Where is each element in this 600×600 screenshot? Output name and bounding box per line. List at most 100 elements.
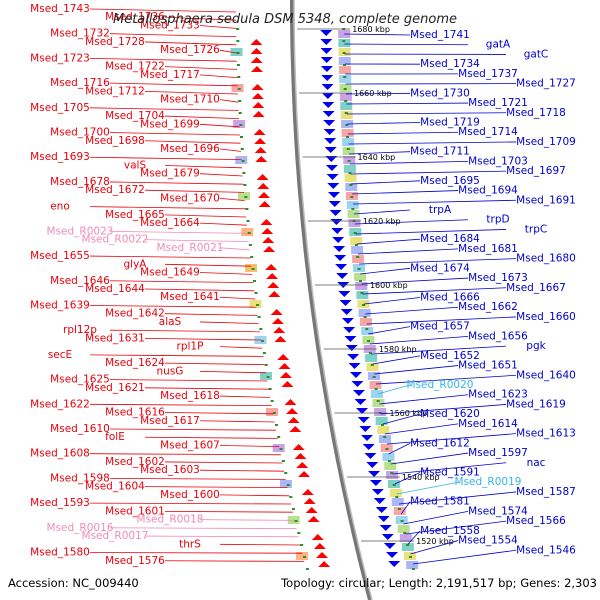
left-gene-label[interactable]: Msed_1580 bbox=[30, 547, 90, 559]
left-gene-label[interactable]: nusG bbox=[157, 365, 184, 377]
left-gene-label[interactable]: Msed_1624 bbox=[105, 357, 165, 369]
left-gene-label[interactable]: Msed_1607 bbox=[160, 439, 220, 451]
right-gene-label[interactable]: Msed_1718 bbox=[506, 107, 566, 119]
left-gene-label[interactable]: Msed_1717 bbox=[140, 69, 200, 81]
left-gene-label[interactable]: secE bbox=[48, 349, 72, 361]
right-gene-label[interactable]: Msed_1623 bbox=[468, 389, 528, 401]
left-gene-label[interactable]: Msed_1576 bbox=[105, 555, 165, 567]
left-gene-label[interactable]: Msed_1693 bbox=[30, 151, 90, 163]
left-gene-label[interactable]: Msed_1698 bbox=[85, 135, 145, 147]
right-gene-label[interactable]: pgk bbox=[526, 340, 546, 352]
right-gene-label[interactable]: Msed_1673 bbox=[468, 272, 528, 284]
left-gene-label[interactable]: Msed_1716 bbox=[50, 77, 110, 89]
left-gene-label[interactable]: Msed_R0021 bbox=[157, 242, 224, 254]
right-gene-label[interactable]: Msed_1697 bbox=[506, 165, 566, 177]
right-gene-label[interactable]: Msed_1619 bbox=[506, 398, 566, 410]
left-gene-label[interactable]: Msed_1723 bbox=[30, 52, 90, 64]
left-gene-label[interactable]: Msed_1655 bbox=[30, 250, 90, 262]
right-gene-label[interactable]: Msed_1651 bbox=[458, 360, 518, 372]
right-gene-label[interactable]: Msed_1691 bbox=[516, 194, 576, 206]
left-gene-label[interactable]: Msed_1610 bbox=[50, 423, 110, 435]
right-gene-label[interactable]: Msed_1574 bbox=[468, 505, 528, 517]
left-gene-label[interactable]: Msed_1622 bbox=[30, 398, 90, 410]
left-gene-label[interactable]: Msed_1678 bbox=[50, 176, 110, 188]
left-gene-label[interactable]: Msed_R0017 bbox=[82, 530, 149, 542]
left-gene-label[interactable]: Msed_1604 bbox=[85, 481, 145, 493]
left-gene-label[interactable]: Msed_1616 bbox=[105, 407, 165, 419]
left-gene-label[interactable]: valS bbox=[124, 159, 147, 171]
left-gene-label[interactable]: Msed_1733 bbox=[140, 19, 200, 31]
right-gene-label[interactable]: Msed_1581 bbox=[410, 496, 470, 508]
right-gene-label[interactable]: Msed_1730 bbox=[410, 87, 470, 99]
left-gene-label[interactable]: rpl12p bbox=[63, 324, 97, 336]
right-gene-label[interactable]: Msed_1680 bbox=[516, 253, 576, 265]
left-gene-label[interactable]: Msed_1670 bbox=[160, 192, 220, 204]
left-gene-label[interactable]: Msed_1608 bbox=[30, 448, 90, 460]
left-gene-label[interactable]: alaS bbox=[159, 316, 182, 328]
left-gene-label[interactable]: Msed_1704 bbox=[105, 110, 165, 122]
right-gene-label[interactable]: Msed_1714 bbox=[458, 126, 518, 138]
right-gene-label[interactable]: Msed_1741 bbox=[410, 29, 470, 41]
right-gene-label[interactable]: Msed_1711 bbox=[410, 146, 470, 158]
right-gene-label[interactable]: Msed_1657 bbox=[410, 321, 470, 333]
left-gene-label[interactable]: folE bbox=[105, 431, 125, 443]
left-gene-label[interactable]: Msed_R0022 bbox=[82, 234, 149, 246]
right-gene-label[interactable]: Msed_1721 bbox=[468, 97, 528, 109]
right-gene-label[interactable]: Msed_1684 bbox=[420, 233, 480, 245]
left-gene-label[interactable]: Msed_1621 bbox=[85, 382, 145, 394]
left-gene-label[interactable]: Msed_R0016 bbox=[47, 522, 114, 534]
left-gene-label[interactable]: Msed_1700 bbox=[50, 127, 110, 139]
right-gene-label[interactable]: Msed_1558 bbox=[420, 525, 480, 537]
left-gene-label[interactable]: Msed_1602 bbox=[105, 456, 165, 468]
right-gene-label[interactable]: nac bbox=[527, 457, 546, 469]
left-gene-label[interactable]: Msed_1641 bbox=[160, 291, 220, 303]
left-gene-label[interactable]: thrS bbox=[179, 538, 201, 550]
left-gene-label[interactable]: Msed_1696 bbox=[160, 143, 220, 155]
right-gene-label[interactable]: Msed_1554 bbox=[458, 535, 518, 547]
left-gene-label[interactable]: Msed_1649 bbox=[140, 267, 200, 279]
right-gene-label[interactable]: Msed_1662 bbox=[458, 301, 518, 313]
left-gene-label[interactable]: eno bbox=[50, 201, 70, 213]
right-gene-label[interactable]: Msed_1614 bbox=[458, 418, 518, 430]
right-gene-label[interactable]: Msed_1656 bbox=[468, 330, 528, 342]
right-gene-label[interactable]: Msed_R0019 bbox=[455, 476, 522, 488]
right-gene-label[interactable]: Msed_R0020 bbox=[407, 379, 474, 391]
right-gene-label[interactable]: Msed_1613 bbox=[516, 428, 576, 440]
right-gene-label[interactable]: Msed_1719 bbox=[420, 117, 480, 129]
left-gene-label[interactable]: Msed_1732 bbox=[50, 28, 110, 40]
left-gene-label[interactable]: glyA bbox=[124, 258, 148, 270]
left-gene-label[interactable]: Msed_1617 bbox=[140, 415, 200, 427]
left-gene-label[interactable]: Msed_1710 bbox=[160, 94, 220, 106]
left-gene-label[interactable]: Msed_1625 bbox=[50, 374, 110, 386]
right-gene-label[interactable]: Msed_1587 bbox=[516, 486, 576, 498]
right-gene-label[interactable]: gatA bbox=[486, 39, 511, 51]
right-gene-label[interactable]: Msed_1737 bbox=[458, 68, 518, 80]
right-gene-label[interactable]: Msed_1546 bbox=[516, 544, 576, 556]
right-gene-label[interactable]: Msed_1695 bbox=[420, 175, 480, 187]
left-gene-label[interactable]: Msed_1644 bbox=[85, 283, 145, 295]
right-gene-label[interactable]: trpD bbox=[486, 214, 509, 226]
left-gene-label[interactable]: Msed_1743 bbox=[30, 3, 90, 15]
left-gene-label[interactable]: Msed_1664 bbox=[140, 217, 200, 229]
left-gene-label[interactable]: Msed_1736 bbox=[105, 11, 165, 23]
right-gene-label[interactable]: Msed_1703 bbox=[468, 155, 528, 167]
right-gene-label[interactable]: gatC bbox=[524, 48, 549, 60]
right-gene-label[interactable]: trpA bbox=[429, 204, 452, 216]
left-gene-label[interactable]: Msed_1603 bbox=[140, 464, 200, 476]
left-gene-label[interactable]: Msed_1618 bbox=[160, 390, 220, 402]
left-gene-label[interactable]: Msed_1646 bbox=[50, 275, 110, 287]
left-gene-label[interactable]: rpl1P bbox=[177, 341, 204, 353]
left-gene-label[interactable]: Msed_1726 bbox=[160, 44, 220, 56]
left-gene-label[interactable]: Msed_1600 bbox=[160, 489, 220, 501]
right-gene-label[interactable]: Msed_1597 bbox=[468, 447, 528, 459]
left-gene-label[interactable]: Msed_1672 bbox=[85, 184, 145, 196]
right-gene-label[interactable]: Msed_1566 bbox=[506, 515, 566, 527]
right-gene-label[interactable]: Msed_1709 bbox=[516, 136, 576, 148]
right-gene-label[interactable]: Msed_1591 bbox=[420, 467, 480, 479]
right-gene-label[interactable]: Msed_1612 bbox=[410, 437, 470, 449]
left-gene-label[interactable]: Msed_1679 bbox=[140, 168, 200, 180]
left-gene-label[interactable]: Msed_1705 bbox=[30, 102, 90, 114]
left-gene-label[interactable]: Msed_1699 bbox=[140, 118, 200, 130]
left-gene-label[interactable]: Msed_R0023 bbox=[47, 225, 114, 237]
right-gene-label[interactable]: Msed_1694 bbox=[458, 185, 518, 197]
